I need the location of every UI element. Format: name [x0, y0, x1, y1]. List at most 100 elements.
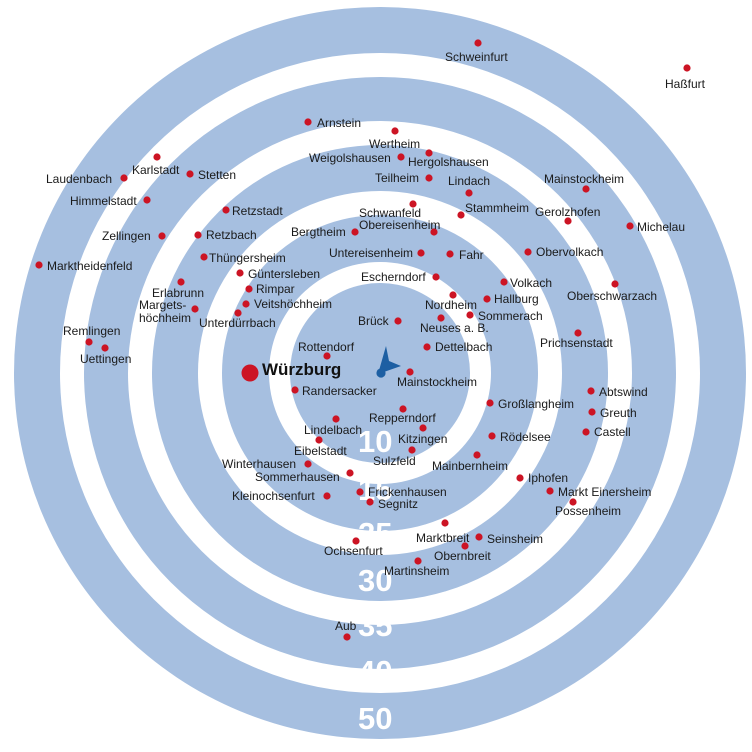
marker-kleinochsenfurt[interactable] — [323, 492, 331, 500]
marker-sommerach[interactable] — [466, 311, 474, 319]
marker-escherndorf[interactable] — [432, 273, 440, 281]
marker-lindelbach[interactable] — [332, 415, 340, 423]
marker-karlstadt[interactable] — [153, 153, 161, 161]
town-label: Markt Einersheim — [558, 485, 651, 499]
marker-untereisenheim[interactable] — [417, 249, 425, 257]
town-label: Frickenhausen — [368, 485, 447, 499]
marker-bergtheim[interactable] — [351, 228, 359, 236]
town-label: Segnitz — [378, 497, 418, 511]
marker-oberschwarzach[interactable] — [611, 280, 619, 288]
town-label: Wertheim — [369, 137, 420, 151]
marker-repperndorf[interactable] — [399, 405, 407, 413]
marker-grosslangheim[interactable] — [486, 399, 494, 407]
marker-hallburg[interactable] — [483, 295, 491, 303]
marker-martinsheim[interactable] — [414, 557, 422, 565]
town-label: Lindach — [448, 174, 490, 188]
marker-volkach[interactable] — [500, 278, 508, 286]
marker-iphofen[interactable] — [516, 474, 524, 482]
marker-hergolshausen[interactable] — [425, 149, 433, 157]
marker-abtswind[interactable] — [587, 387, 595, 395]
marker-seinsheim[interactable] — [475, 533, 483, 541]
marker-michelau[interactable] — [626, 222, 634, 230]
marker-rottendorf[interactable] — [323, 352, 331, 360]
marker-aub[interactable] — [343, 633, 351, 641]
marker-mainstockheim-ne[interactable] — [582, 185, 590, 193]
marker-margetshoechheim[interactable] — [191, 305, 199, 313]
marker-wertheim[interactable] — [391, 127, 399, 135]
marker-dettelbach[interactable] — [423, 343, 431, 351]
town-label: Oberschwarzach — [567, 289, 657, 303]
marker-markt-einersheim[interactable] — [546, 487, 554, 495]
marker-nordheim[interactable] — [449, 291, 457, 299]
marker-segnitz[interactable] — [366, 498, 374, 506]
marker-fahr[interactable] — [446, 250, 454, 258]
marker-teilheim[interactable] — [425, 174, 433, 182]
marker-thuengersheim[interactable] — [200, 253, 208, 261]
marker-arnstein[interactable] — [304, 118, 312, 126]
marker-stammheim[interactable] — [457, 211, 465, 219]
marker-schwanfeld[interactable] — [409, 200, 417, 208]
marker-lindach[interactable] — [465, 189, 473, 197]
town-label: Fahr — [459, 248, 484, 262]
marker-hassfurt[interactable] — [683, 64, 691, 72]
marker-roedelsee[interactable] — [488, 432, 496, 440]
marker-obereisenheim[interactable] — [430, 228, 438, 236]
town-label: Retzstadt — [232, 204, 283, 218]
marker-retzstadt[interactable] — [222, 206, 230, 214]
town-label: Obervolkach — [536, 245, 603, 259]
town-label: Bergtheim — [291, 225, 346, 239]
town-label: Winterhausen — [222, 457, 296, 471]
marker-prichsenstadt[interactable] — [574, 329, 582, 337]
ring-label-50: 50 — [358, 701, 392, 736]
marker-obernbreit[interactable] — [461, 542, 469, 550]
marker-sommerhausen[interactable] — [346, 469, 354, 477]
city-wuerzburg[interactable]: Würzburg — [241, 360, 342, 382]
marker-sulzfeld[interactable] — [408, 446, 416, 454]
marker-kitzingen[interactable] — [419, 424, 427, 432]
marker-laudenbach[interactable] — [120, 174, 128, 182]
marker-unterduerrbach[interactable] — [234, 309, 242, 317]
marker-brueck[interactable] — [394, 317, 402, 325]
marker-gerolzhofen[interactable] — [564, 217, 572, 225]
center-dot — [376, 368, 386, 378]
marker-rimpar[interactable] — [245, 285, 253, 293]
town-markers — [35, 39, 691, 641]
marker-zellingen[interactable] — [158, 232, 166, 240]
town-label: Remlingen — [63, 324, 120, 338]
town-label: Lindelbach — [304, 423, 362, 437]
marker-guentersleben[interactable] — [236, 269, 244, 277]
marker-retzbach[interactable] — [194, 231, 202, 239]
marker-possenheim[interactable] — [569, 498, 577, 506]
marker-winterhausen[interactable] — [304, 460, 312, 468]
town-label: Greuth — [600, 406, 637, 420]
marker-neuses[interactable] — [437, 314, 445, 322]
town-label: Martinsheim — [384, 564, 449, 578]
marker-erlabrunn[interactable] — [177, 278, 185, 286]
town-label: Sommerach — [478, 309, 543, 323]
town-label: Seinsheim — [487, 532, 543, 546]
marker-remlingen[interactable] — [85, 338, 93, 346]
marker-stetten[interactable] — [186, 170, 194, 178]
ring-label-25: 25 — [358, 516, 392, 551]
marker-marktheidenfeld[interactable] — [35, 261, 43, 269]
town-label: Güntersleben — [248, 267, 320, 281]
marker-schweinfurt[interactable] — [474, 39, 482, 47]
marker-eibelstadt[interactable] — [315, 436, 323, 444]
marker-mainbernheim[interactable] — [473, 451, 481, 459]
marker-obervolkach[interactable] — [524, 248, 532, 256]
marker-veitshoechheim[interactable] — [242, 300, 250, 308]
marker-uettingen[interactable] — [101, 344, 109, 352]
city-marker[interactable] — [241, 364, 259, 382]
marker-frickenhausen[interactable] — [356, 488, 364, 496]
marker-randersacker[interactable] — [291, 386, 299, 394]
marker-himmelstadt[interactable] — [143, 196, 151, 204]
marker-marktbreit[interactable] — [441, 519, 449, 527]
town-label: Rottendorf — [298, 340, 355, 354]
marker-greuth[interactable] — [588, 408, 596, 416]
marker-weigolshausen[interactable] — [397, 153, 405, 161]
marker-ochsenfurt[interactable] — [352, 537, 360, 545]
marker-castell[interactable] — [582, 428, 590, 436]
marker-mainstockheim[interactable] — [406, 368, 414, 376]
town-label: Stetten — [198, 168, 236, 182]
